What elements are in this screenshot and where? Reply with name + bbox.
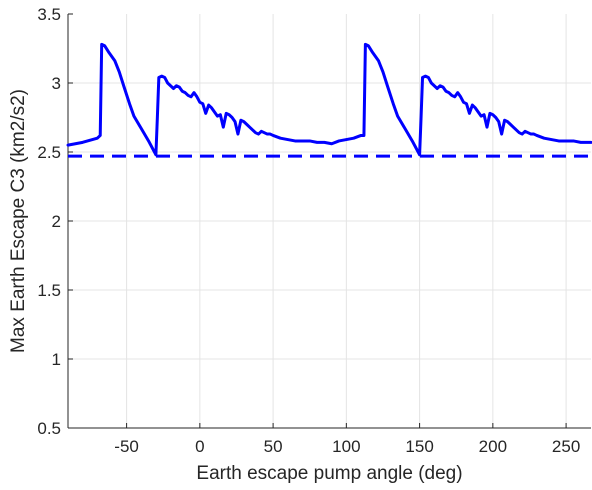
x-tick-label: 100 [332,437,360,456]
x-tick-label: 0 [195,437,204,456]
y-tick-label: 3 [52,74,61,93]
x-tick-label: 250 [552,437,580,456]
y-tick-label: 2.5 [37,143,61,162]
x-tick-label: 150 [405,437,433,456]
y-axis-label: Max Earth Escape C3 (km2/s2) [8,89,29,353]
y-tick-label: 2 [52,212,61,231]
tick-labels: -50 0 50 100 150 200 250 0.5 1 1.5 2 2.5 3 3.5 [37,5,580,456]
y-tick-label: 3.5 [37,5,61,24]
series-group [66,42,592,158]
grid [68,14,591,428]
x-axis-label: Earth escape pump angle (deg) [196,463,462,484]
c3-series-line [66,42,592,157]
axes [67,13,591,429]
x-tick-label: -50 [114,437,139,456]
y-tick-label: 1 [52,350,61,369]
y-tick-label: 0.5 [37,419,61,438]
x-tick-label: 200 [479,437,507,456]
x-tick-label: 50 [264,437,283,456]
y-tick-label: 1.5 [37,281,61,300]
